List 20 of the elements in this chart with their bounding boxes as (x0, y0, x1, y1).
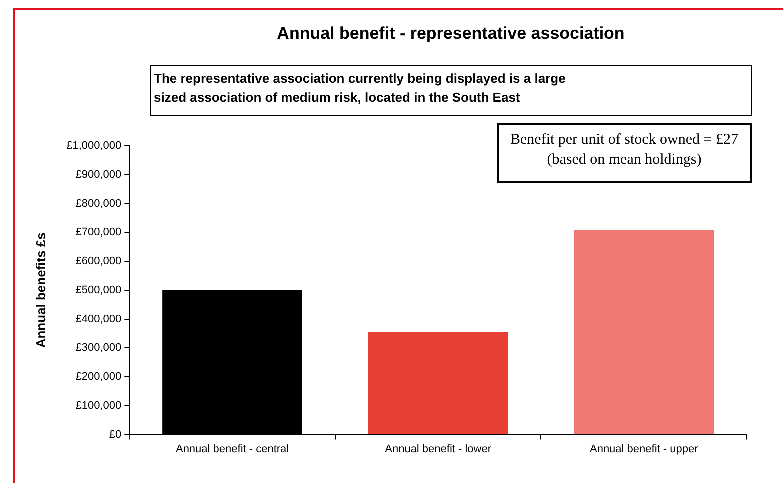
bar (368, 332, 508, 434)
chart-title: Annual benefit - representative association (276, 24, 626, 44)
y-tick-label: £100,000 (76, 400, 122, 412)
y-tick-label: £0 (109, 428, 122, 441)
y-tick-label: £400,000 (76, 313, 122, 326)
x-tick-label: Annual benefit - central (176, 443, 290, 456)
y-axis-title: Annual benefits £s (33, 232, 48, 348)
y-tick-label: £600,000 (76, 256, 122, 268)
y-tick-label: £700,000 (76, 226, 122, 239)
y-tick-label: £300,000 (76, 342, 122, 354)
x-tick-label: Annual benefit - lower (385, 443, 492, 456)
y-tick-label: £200,000 (76, 371, 122, 384)
y-tick-label: £800,000 (76, 198, 122, 210)
bar (574, 230, 714, 434)
chart-subtitle: The representative association currently being displayed is a large sized association of medium risk, located in the South East (150, 65, 752, 116)
y-tick-label: £1,000,000 (66, 140, 122, 152)
annotation: Benefit per unit of stock owned = £27 (based on mean holdings) (497, 123, 752, 183)
y-tick-label: £500,000 (76, 284, 122, 296)
x-tick-label: Annual benefit - upper (590, 443, 699, 456)
y-tick-label: £900,000 (76, 168, 122, 181)
